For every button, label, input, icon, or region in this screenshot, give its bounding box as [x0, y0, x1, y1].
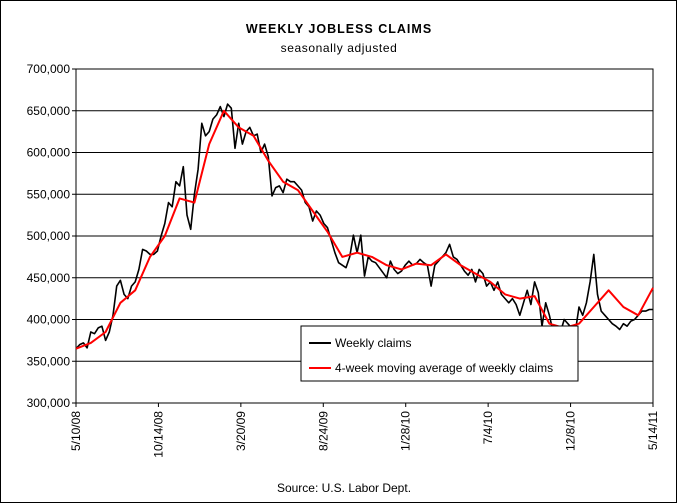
- x-tick-label: 1/28/10: [399, 411, 413, 451]
- x-tick-label: 5/10/08: [69, 411, 83, 451]
- y-axis-ticks: 300,000 350,000 400,000 450,000 500,000 550,0…: [27, 62, 76, 410]
- chart-title: WEEKLY JOBLESS CLAIMS: [246, 22, 432, 36]
- y-tick-label: 700,000: [27, 62, 71, 76]
- legend-label-weekly: Weekly claims: [335, 336, 411, 350]
- x-tick-label: 7/4/10: [481, 411, 495, 445]
- x-axis-ticks: 5/10/08 10/14/08 3/20/09 8/24/09 1/28/10 7/4/…: [69, 403, 660, 458]
- legend: Weekly claims 4-week moving average of w…: [300, 325, 579, 382]
- grid-layer: [76, 110, 653, 362]
- y-tick-label: 650,000: [27, 104, 71, 118]
- x-tick-label: 10/14/08: [151, 411, 165, 458]
- x-tick-label: 12/8/10: [564, 411, 578, 451]
- x-tick-label: 3/20/09: [234, 411, 248, 451]
- x-tick-label: 5/14/11: [646, 411, 660, 450]
- series-line-weekly-claims: [75, 103, 653, 350]
- series-layer: [75, 103, 654, 350]
- y-tick-label: 350,000: [27, 354, 71, 368]
- y-tick-label: 500,000: [27, 229, 71, 243]
- y-tick-label: 600,000: [27, 146, 71, 160]
- chart-subtitle: seasonally adjusted: [281, 41, 398, 55]
- y-tick-label: 300,000: [27, 396, 71, 410]
- y-tick-label: 450,000: [27, 271, 71, 285]
- x-tick-label: 8/24/09: [316, 411, 330, 451]
- legend-label-average: 4-week moving average of weekly claims: [335, 361, 553, 375]
- y-tick-label: 550,000: [27, 187, 71, 201]
- source-note: Source: U.S. Labor Dept.: [277, 481, 411, 495]
- y-tick-label: 400,000: [27, 313, 71, 327]
- legend-box: [300, 325, 579, 382]
